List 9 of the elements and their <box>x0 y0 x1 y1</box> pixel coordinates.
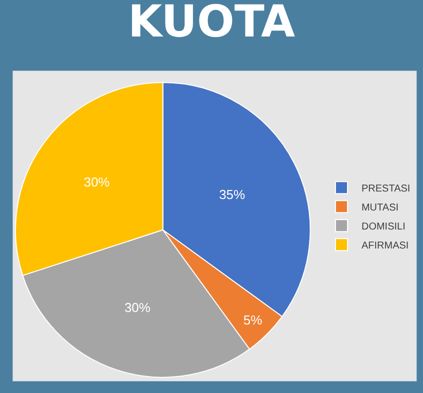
data-label: 30% <box>84 174 110 190</box>
legend-label: AFIRMASI <box>361 240 409 252</box>
data-label: 30% <box>124 300 151 315</box>
legend-label: DOMISILI <box>361 222 406 233</box>
data-label: 35% <box>219 187 246 202</box>
data-label: 5% <box>243 312 263 328</box>
chart-title: KUOTA <box>128 0 296 48</box>
legend-label: PRESTASI <box>361 184 410 195</box>
legend-label: MUTASI <box>361 202 399 214</box>
